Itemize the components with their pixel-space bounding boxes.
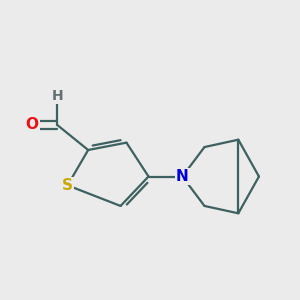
Text: N: N [176,169,189,184]
Text: H: H [51,88,63,103]
Text: S: S [62,178,73,193]
Text: O: O [26,118,39,133]
